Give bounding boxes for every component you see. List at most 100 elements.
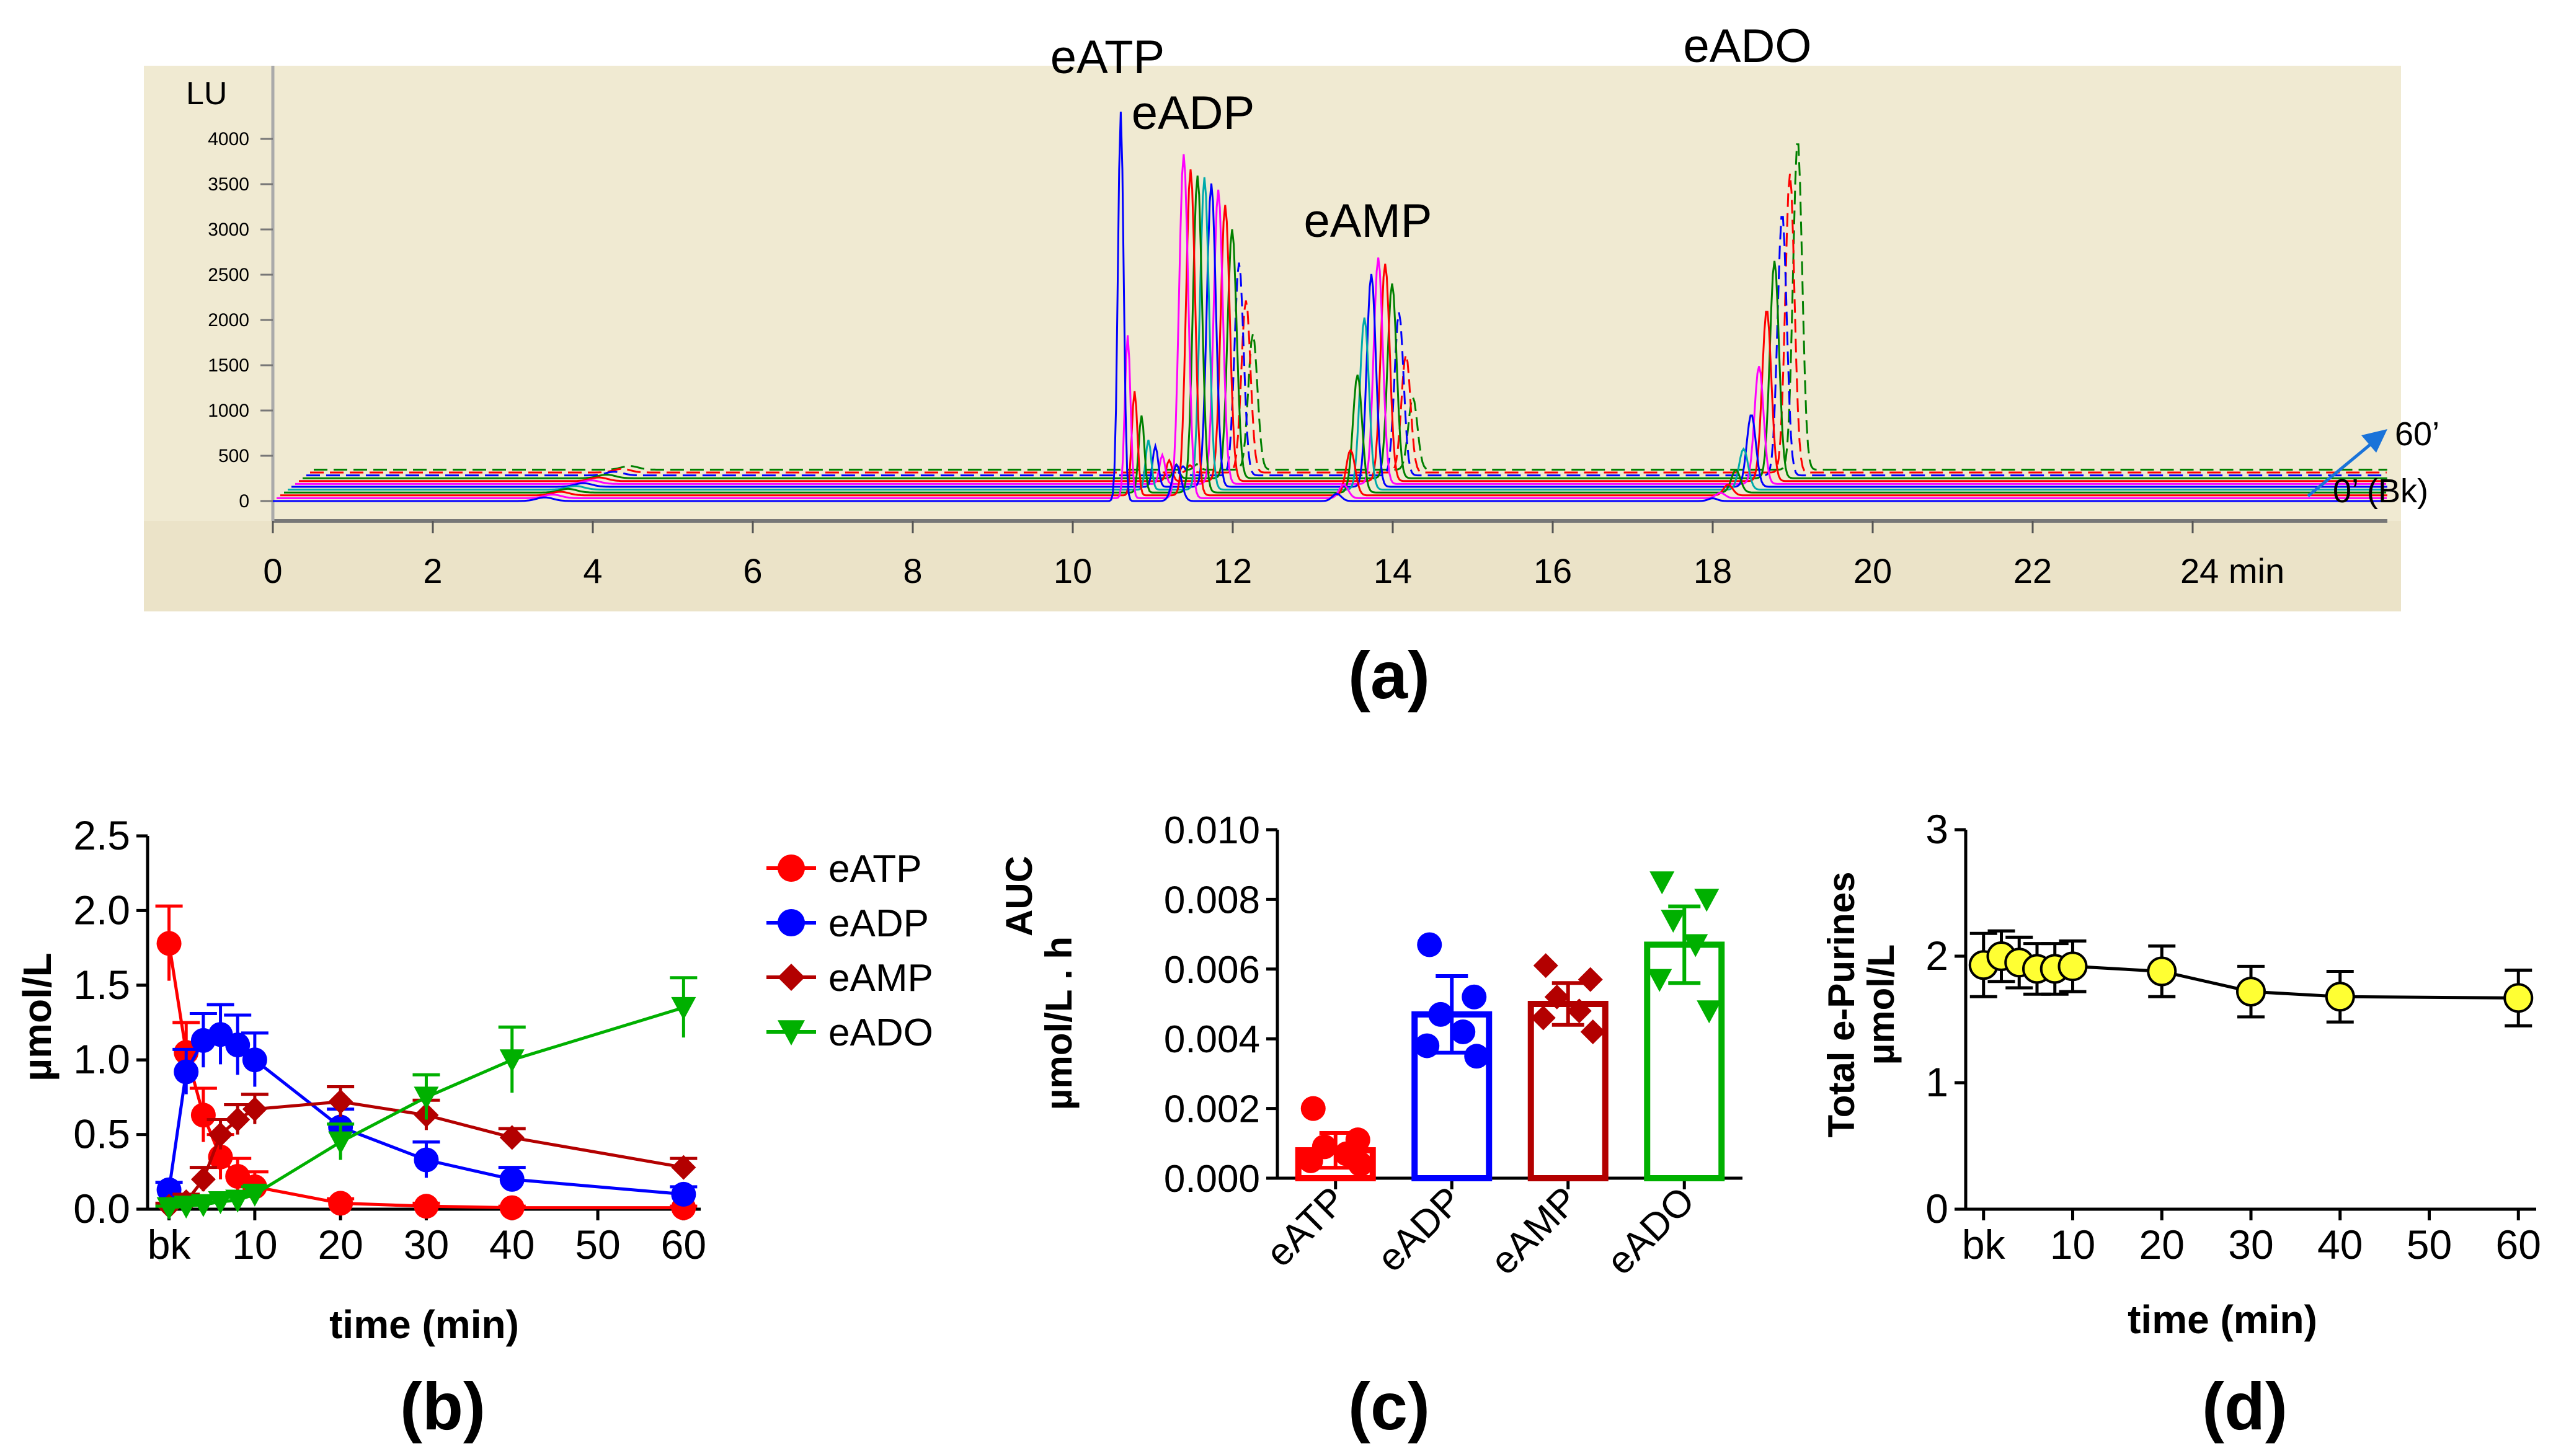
panel-d-x-tick-label: 20: [2139, 1222, 2185, 1267]
chromatogram-trace: [273, 112, 2387, 502]
panel-b-data-point: [174, 1059, 199, 1085]
panel-b-data-point: [414, 1194, 439, 1219]
panel-b-data-point: [328, 1089, 353, 1114]
chromatogram-trace: [314, 143, 2387, 471]
panel-d-data-point: [2057, 951, 2088, 982]
panel-d-data-point: [2325, 982, 2355, 1012]
auc-data-point: [1649, 871, 1675, 895]
chromatogram-traces: [273, 112, 2387, 502]
auc-data-point: [1580, 1019, 1605, 1044]
chromatogram-x-tick-label: 8: [903, 551, 922, 590]
panel-c-x-tick-label: eADP: [1369, 1179, 1470, 1280]
chromatogram-peak-label: eADP: [1132, 87, 1255, 140]
auc-data-point: [1464, 1044, 1489, 1069]
panel-c-y-tick-label: 0.006: [1164, 949, 1260, 992]
panel-b-y-tick-label: 1.0: [73, 1036, 130, 1082]
panel-label-a: (a): [1348, 637, 1430, 712]
panel-b-data-point: [190, 1103, 216, 1128]
panel-b-data-point: [328, 1191, 353, 1216]
chromatogram-y-tick-label: 4000: [208, 129, 249, 149]
auc-data-point: [1428, 1001, 1454, 1027]
panel-c-y-tick-label: 0.000: [1164, 1158, 1260, 1201]
legend-entry-label: eADP: [828, 902, 929, 945]
panel-b-data-point: [499, 1049, 525, 1073]
panel-c-y-tick-label: 0.010: [1164, 809, 1260, 852]
panel-d-data-point: [2503, 983, 2534, 1013]
panel-d-y-tick-label: 3: [1925, 806, 1948, 852]
panel-b-data-point: [208, 1122, 233, 1147]
panel-b-y-label: µmol/L: [15, 952, 60, 1081]
panel-d-x-tick-label: 10: [2050, 1222, 2095, 1267]
auc-data-point: [1566, 998, 1592, 1024]
panel-b-series-line: [168, 1100, 684, 1208]
panel-c-y-tick-label: 0.002: [1164, 1088, 1260, 1131]
panel-b-data-point: [499, 1166, 525, 1192]
auc-data-point: [1300, 1096, 1326, 1121]
auc-data-point: [1661, 910, 1686, 933]
chromatogram-y-tick-label: 0: [239, 491, 249, 512]
chromatogram-x-tick-label: 18: [1693, 551, 1732, 590]
panel-b-y-tick-label: 2.0: [73, 887, 130, 933]
panel-label-d: (d): [2202, 1369, 2288, 1444]
panel-b-data-point: [499, 1125, 525, 1150]
panel-d-x-tick-label: bk: [1962, 1222, 2006, 1267]
legend-swatch-marker: [778, 964, 805, 991]
chromatogram-x-tick-label: 22: [2013, 551, 2052, 590]
legend-swatch-marker: [778, 855, 805, 882]
panel-c-x-tick-label: eATP: [1258, 1179, 1354, 1275]
chromatogram-y-label: LU: [186, 76, 227, 112]
auc-data-point: [1462, 984, 1487, 1010]
legend-entry-label: eADO: [828, 1011, 933, 1054]
panel-b-y-tick-label: 1.5: [73, 962, 130, 1008]
panel-a-chromatogram: LU 0 500 1000 1500 2000 2500 3000 3500 4000 0 2 4 6…: [144, 20, 2439, 712]
panel-b-data-point: [225, 1032, 251, 1058]
panel-b-x-tick-label: 60: [661, 1222, 706, 1267]
chromatogram-y-tick-label: 2500: [208, 265, 249, 285]
panel-b-x-tick-label: 40: [489, 1222, 535, 1267]
panel-b-y-tick-label: 0.0: [73, 1186, 130, 1232]
panel-d-y-tick-label: 0: [1925, 1186, 1948, 1232]
panel-d-y-tick-label: 2: [1925, 933, 1948, 979]
chromatogram-trace: [284, 175, 2387, 494]
panel-b-data-point: [671, 1181, 696, 1207]
chromatogram-x-scale-band: [144, 521, 2401, 611]
panel-d-series: [1968, 929, 2534, 1028]
panel-b-x-label: time (min): [329, 1302, 519, 1347]
panel-b-x-tick-label: 10: [232, 1222, 277, 1267]
panel-d-data-point: [2236, 977, 2266, 1007]
panel-d-axes: 0 1 2 3 bk 10 20 30 40 50 60: [1925, 806, 2541, 1267]
panel-c-x-tick-label: eADO: [1599, 1179, 1703, 1283]
chromatogram-x-ticks: 0 2 4 6 8 10 12 14 16 18 20 22 24 min: [263, 521, 2284, 590]
auc-data-point: [1697, 1000, 1722, 1024]
panel-c-y-label: µmol/L . h: [1038, 936, 1080, 1110]
chromatogram-y-tick-label: 3500: [208, 174, 249, 195]
chromatogram-trace: [306, 216, 2386, 477]
auc-data-point: [1694, 889, 1720, 912]
chromatogram-y-tick-label: 1000: [208, 401, 249, 421]
chromatogram-x-tick-label: 10: [1054, 551, 1092, 590]
legend-swatch-marker: [778, 909, 805, 936]
legend-swatch-marker: [778, 1020, 805, 1045]
panel-d-x-tick-label: 60: [2496, 1222, 2541, 1267]
chromatogram-x-tick-label: 4: [583, 551, 602, 590]
chromatogram-y-tick-label: 1500: [208, 355, 249, 376]
panel-b-y-tick-label: 2.5: [73, 812, 130, 858]
panel-b-data-point: [225, 1189, 251, 1213]
panel-b-data-point: [414, 1086, 439, 1110]
auc-data-point: [1347, 1152, 1373, 1177]
chromatogram-x-tick-label: 14: [1374, 551, 1412, 590]
auc-data-point: [1544, 984, 1569, 1010]
auc-data-point: [1298, 1148, 1323, 1173]
panel-b-data-point: [328, 1131, 353, 1155]
panel-d-x-tick-label: 40: [2317, 1222, 2363, 1267]
panel-b-legend: eATP eADP eAMP eADO: [766, 848, 933, 1054]
panel-b-y-tick-label: 0.5: [73, 1111, 130, 1157]
chromatogram-peak-label: eAMP: [1304, 195, 1432, 247]
panel-b-data-point: [242, 1047, 267, 1073]
chromatogram-x-tick-label: 24 min: [2180, 551, 2284, 590]
chromatogram-y-ticks: 0 500 1000 1500 2000 2500 3000 3500 4000: [208, 129, 273, 512]
panel-d-x-label: time (min): [2128, 1297, 2317, 1342]
panel-b-data-point: [671, 997, 696, 1020]
